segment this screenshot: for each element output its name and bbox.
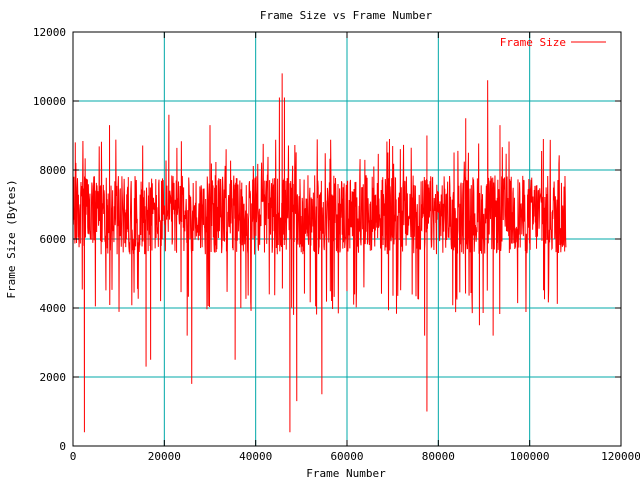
series-frame-size [72,73,567,436]
y-tick-label: 6000 [40,233,67,246]
y-axis-label: Frame Size (Bytes) [5,179,18,298]
x-tick-labels: 0 20000 40000 60000 80000 100000 120000 [70,450,640,463]
ticks [72,31,622,447]
x-tick-label: 0 [70,450,77,463]
x-tick-label: 120000 [601,450,640,463]
x-tick-label: 80000 [422,450,455,463]
x-tick-label: 40000 [239,450,272,463]
y-tick-label: 0 [59,440,66,453]
y-tick-label: 12000 [33,26,66,39]
y-tick-label: 2000 [40,371,67,384]
legend: Frame Size [500,36,606,49]
x-tick-label: 100000 [510,450,550,463]
x-tick-label: 20000 [148,450,181,463]
chart-title: Frame Size vs Frame Number [260,9,433,22]
y-tick-label: 8000 [40,164,67,177]
y-tick-label: 4000 [40,302,67,315]
y-tick-label: 10000 [33,95,66,108]
series-line-frame-size [72,73,567,436]
x-axis-label: Frame Number [306,467,386,480]
y-tick-labels: 0 2000 4000 6000 8000 10000 12000 [33,26,66,453]
legend-label: Frame Size [500,36,566,49]
x-tick-label: 60000 [330,450,363,463]
